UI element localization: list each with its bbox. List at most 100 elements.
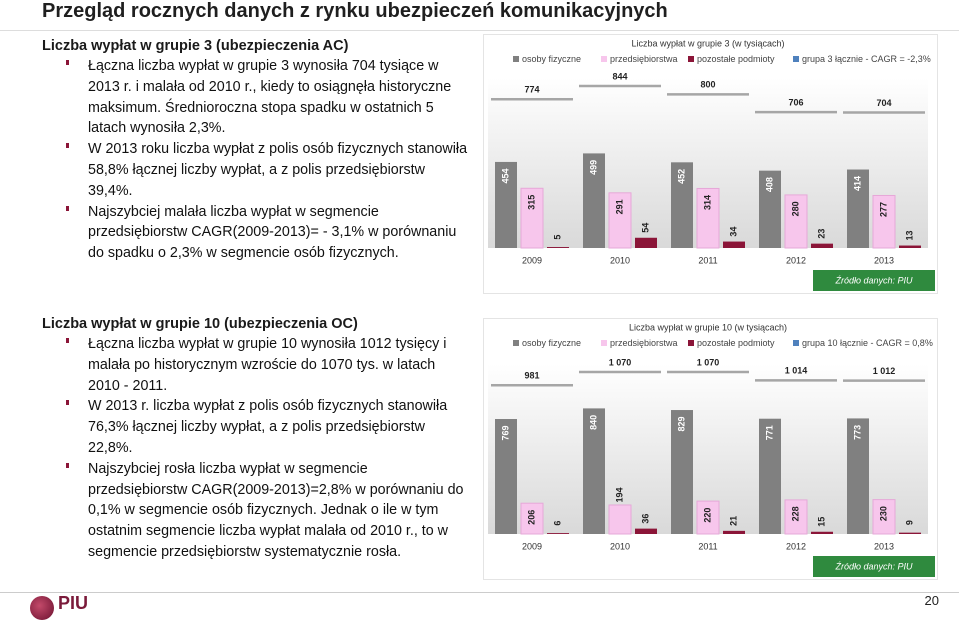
value-label: 315 — [526, 195, 536, 210]
bar — [759, 170, 781, 248]
total-label: 774 — [524, 85, 539, 95]
source-box — [813, 270, 935, 291]
x-tick-label: 2012 — [786, 541, 806, 551]
value-label: 228 — [790, 506, 800, 521]
logo: PIU — [58, 593, 89, 613]
value-label: 6 — [552, 521, 562, 526]
bar — [671, 162, 693, 248]
x-tick-label: 2013 — [874, 541, 894, 551]
total-label: 704 — [876, 98, 891, 108]
slide-title: Przegląd rocznych danych z rynku ubezpie… — [42, 0, 668, 22]
legend-label: pozostałe podmioty — [697, 338, 775, 348]
total-label: 1 012 — [873, 366, 896, 376]
bar — [723, 530, 745, 534]
bullet-list: Łączna liczba wypłat w grupie 10 wynosił… — [42, 334, 472, 563]
bullet: Najszybciej rosła liczba wypłat w segmen… — [66, 459, 468, 563]
chart-title: Liczba wypłat w grupie 3 (w tysiącach) — [631, 38, 784, 48]
value-label: 773 — [852, 425, 862, 440]
page-number: 20 — [924, 593, 939, 608]
value-label: 499 — [588, 160, 598, 175]
bullet: W 2013 roku liczba wypłat z polis osób f… — [66, 139, 468, 201]
value-label: 9 — [904, 520, 914, 525]
bullet-list: Łączna liczba wypłat w grupie 3 wynosiła… — [42, 56, 472, 264]
value-label: 54 — [640, 223, 650, 233]
total-label: 844 — [612, 71, 627, 81]
title-rule — [0, 30, 959, 31]
total-label: 706 — [788, 98, 803, 108]
bullet: Łączna liczba wypłat w grupie 10 wynosił… — [66, 334, 468, 396]
bar — [608, 192, 632, 249]
value-label: 840 — [588, 415, 598, 430]
x-tick-label: 2009 — [522, 541, 542, 551]
bar — [811, 243, 833, 248]
legend-label: przedsiębiorstwa — [610, 338, 678, 348]
bar — [847, 418, 869, 534]
value-label: 34 — [728, 227, 738, 237]
value-label: 277 — [878, 202, 888, 217]
bar — [811, 531, 833, 534]
value-label: 220 — [702, 508, 712, 523]
value-label: 206 — [526, 510, 536, 525]
value-label: 414 — [852, 176, 862, 191]
x-tick-label: 2009 — [522, 255, 542, 265]
bar — [583, 153, 605, 248]
bar — [847, 169, 869, 248]
value-label: 408 — [764, 177, 774, 192]
value-label: 771 — [764, 425, 774, 440]
value-label: 314 — [702, 195, 712, 210]
value-label: 5 — [552, 235, 562, 240]
bar — [872, 194, 896, 249]
x-tick-label: 2011 — [698, 255, 717, 265]
bullet: Najszybciej malała liczba wypłat w segme… — [66, 202, 468, 264]
bar — [784, 194, 808, 249]
legend-swatch — [688, 340, 694, 346]
bar — [872, 499, 896, 535]
total-label: 1 070 — [697, 357, 720, 367]
legend-label: osoby fizyczne — [522, 338, 581, 348]
bar — [635, 528, 657, 534]
bar — [547, 533, 569, 534]
bar — [583, 408, 605, 534]
bar — [696, 187, 720, 249]
value-label: 15 — [816, 517, 826, 527]
value-label: 452 — [676, 169, 686, 184]
bar — [495, 419, 517, 534]
total-label: 981 — [524, 371, 539, 381]
value-label: 21 — [728, 516, 738, 526]
footer-rule — [0, 592, 959, 593]
legend-label: przedsiębiorstwa — [610, 54, 678, 64]
bar — [899, 532, 921, 534]
bar — [608, 504, 632, 535]
value-label: 291 — [614, 199, 624, 214]
value-label: 280 — [790, 201, 800, 216]
source-box — [813, 556, 935, 577]
x-tick-label: 2010 — [610, 541, 630, 551]
legend-swatch — [688, 56, 694, 62]
x-tick-label: 2011 — [698, 541, 717, 551]
legend-label: grupa 10 łącznie - CAGR = 0,8% — [802, 338, 933, 348]
x-tick-label: 2013 — [874, 255, 894, 265]
section-heading: Liczba wypłat w grupie 10 (ubezpieczenia… — [42, 316, 358, 332]
bar — [520, 187, 544, 249]
x-tick-label: 2012 — [786, 255, 806, 265]
legend-swatch — [513, 340, 519, 346]
value-label: 36 — [640, 514, 650, 524]
total-label: 1 070 — [609, 357, 632, 367]
chart-title: Liczba wypłat w grupie 10 (w tysiącach) — [629, 322, 787, 332]
logo-mark — [30, 596, 54, 620]
source-label: Źródło danych: PIU — [834, 275, 913, 285]
bar — [671, 410, 693, 534]
bar — [696, 500, 720, 535]
total-label: 800 — [700, 80, 715, 90]
chart: Liczba wypłat w grupie 10 (w tysiącach) o… — [483, 318, 938, 580]
section: Liczba wypłat w grupie 10 (ubezpieczenia… — [42, 316, 472, 563]
legend-swatch — [793, 340, 799, 346]
legend-swatch — [793, 56, 799, 62]
legend-label: pozostałe podmioty — [697, 54, 775, 64]
value-label: 194 — [614, 487, 624, 502]
legend-swatch — [601, 340, 607, 346]
legend-swatch — [513, 56, 519, 62]
source-label: Źródło danych: PIU — [834, 561, 913, 571]
section-heading: Liczba wypłat w grupie 3 (ubezpieczenia … — [42, 38, 349, 54]
section: Liczba wypłat w grupie 3 (ubezpieczenia … — [42, 38, 472, 264]
